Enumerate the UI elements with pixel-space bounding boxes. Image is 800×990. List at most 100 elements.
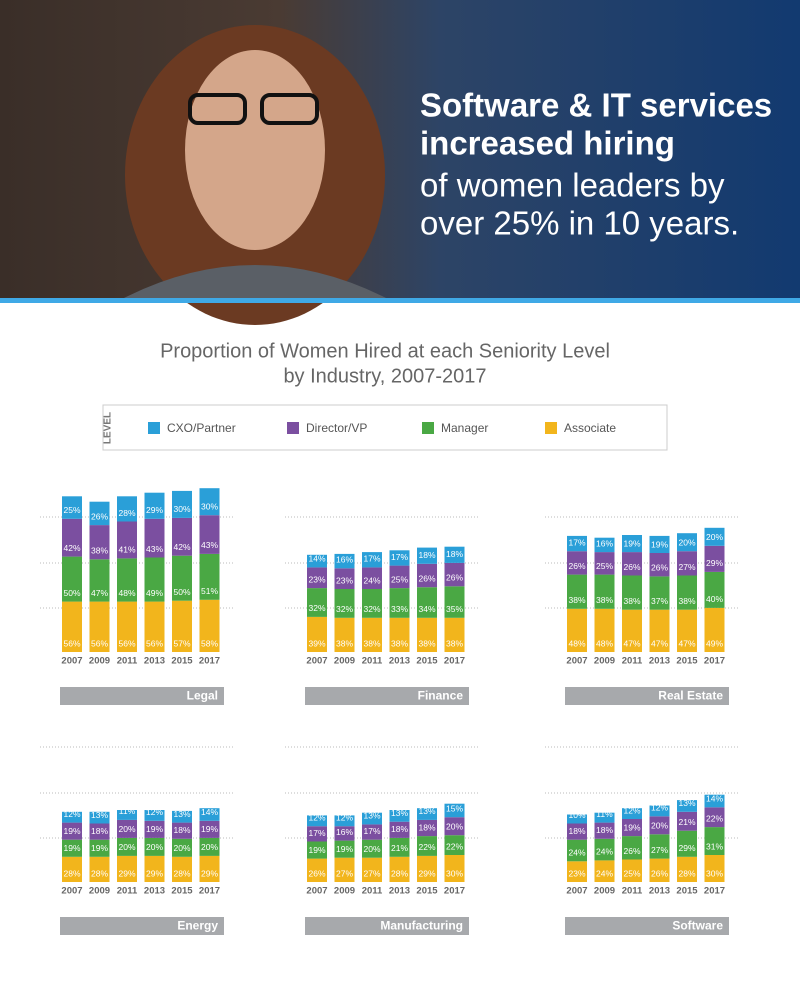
- value-label: 38%: [336, 638, 353, 648]
- value-label: 25%: [596, 561, 613, 571]
- value-label: 19%: [336, 844, 353, 854]
- value-label: 20%: [446, 821, 463, 831]
- industry-label: Software: [672, 919, 723, 933]
- bar-segment: [89, 823, 110, 840]
- legend-swatch: [287, 422, 299, 434]
- x-tick-label: 2011: [622, 886, 643, 897]
- value-label: 13%: [418, 806, 435, 816]
- legend-label: CXO/Partner: [167, 421, 236, 435]
- value-label: 13%: [91, 810, 108, 820]
- headline: of women leaders by: [420, 167, 725, 204]
- value-label: 16%: [596, 538, 613, 548]
- value-label: 19%: [63, 843, 80, 853]
- value-label: 24%: [596, 868, 613, 878]
- x-tick-label: 2017: [704, 886, 725, 897]
- bar-segment: [117, 819, 137, 838]
- value-label: 22%: [706, 813, 723, 823]
- value-label: 27%: [678, 562, 695, 572]
- industry-box: [305, 917, 469, 935]
- value-label: 38%: [391, 638, 408, 648]
- x-tick-label: 2011: [117, 656, 138, 667]
- bar-segment: [622, 609, 642, 652]
- x-tick-label: 2007: [61, 886, 82, 897]
- value-label: 58%: [201, 638, 218, 648]
- bar-segment: [567, 823, 587, 840]
- bar-segment: [704, 571, 725, 608]
- bar-segment: [89, 856, 110, 882]
- bar-segment: [622, 575, 642, 610]
- bar-segment: [389, 810, 410, 822]
- bar-segment: [649, 553, 670, 577]
- value-label: 20%: [118, 842, 135, 852]
- bar-segment: [649, 535, 670, 553]
- value-label: 42%: [63, 543, 80, 553]
- x-tick-label: 2007: [566, 656, 587, 667]
- bar-segment: [172, 490, 192, 518]
- value-label: 18%: [418, 822, 435, 832]
- value-label: 25%: [391, 574, 408, 584]
- bar-segment: [444, 855, 465, 882]
- value-label: 38%: [623, 596, 640, 606]
- x-tick-label: 2007: [306, 656, 327, 667]
- bar-segment: [649, 858, 670, 882]
- value-label: 50%: [173, 587, 190, 597]
- value-label: 50%: [63, 588, 80, 598]
- bar-segment: [307, 567, 327, 589]
- value-label: 38%: [596, 595, 613, 605]
- industry-label: Manufacturing: [380, 919, 463, 933]
- x-tick-label: 2015: [416, 886, 438, 897]
- bar-segment: [89, 839, 110, 857]
- chart-title: by Industry, 2007-2017: [283, 365, 486, 387]
- bar-segment: [677, 830, 697, 857]
- value-label: 23%: [336, 575, 353, 585]
- bar-segment: [622, 535, 642, 553]
- value-label: 49%: [146, 588, 163, 598]
- bar-segment: [649, 576, 670, 610]
- value-label: 18%: [391, 824, 408, 834]
- bar-segment: [567, 535, 587, 552]
- value-label: 48%: [118, 588, 135, 598]
- bar-segment: [62, 856, 82, 882]
- bar-segment: [594, 812, 615, 823]
- x-tick-label: 2009: [89, 886, 110, 897]
- bar-segment: [172, 838, 192, 857]
- value-label: 29%: [678, 843, 695, 853]
- value-label: 28%: [173, 868, 190, 878]
- portrait: [120, 25, 390, 325]
- bar-segment: [362, 824, 382, 840]
- value-label: 23%: [568, 868, 585, 878]
- value-label: 17%: [568, 537, 585, 547]
- bar-segment: [417, 836, 437, 856]
- bar-segment: [594, 822, 615, 839]
- bar-segment: [89, 811, 110, 824]
- value-label: 26%: [418, 573, 435, 583]
- bar-segment: [704, 545, 725, 572]
- bar-segment: [334, 826, 355, 841]
- x-tick-label: 2011: [622, 656, 643, 667]
- value-label: 20%: [651, 821, 668, 831]
- bar-segment: [199, 599, 220, 652]
- bar-segment: [389, 565, 410, 589]
- value-label: 12%: [308, 812, 325, 822]
- bar-segment: [334, 553, 355, 569]
- value-label: 24%: [596, 847, 613, 857]
- value-label: 28%: [678, 868, 695, 878]
- value-label: 47%: [91, 588, 108, 598]
- bar-segment: [117, 558, 137, 602]
- value-label: 49%: [706, 638, 723, 648]
- value-label: 18%: [568, 826, 585, 836]
- bar-segment: [417, 855, 437, 882]
- bar-segment: [362, 839, 382, 858]
- bar-segment: [362, 567, 382, 589]
- bar-segment: [649, 805, 670, 817]
- value-label: 16%: [336, 555, 353, 565]
- value-label: 43%: [201, 540, 218, 550]
- bar-segment: [677, 811, 697, 831]
- bar-segment: [199, 837, 220, 856]
- value-label: 29%: [146, 868, 163, 878]
- bar-segment: [117, 810, 137, 820]
- value-label: 38%: [678, 596, 695, 606]
- bar-segment: [334, 840, 355, 858]
- value-label: 20%: [678, 537, 695, 547]
- value-label: 20%: [201, 842, 218, 852]
